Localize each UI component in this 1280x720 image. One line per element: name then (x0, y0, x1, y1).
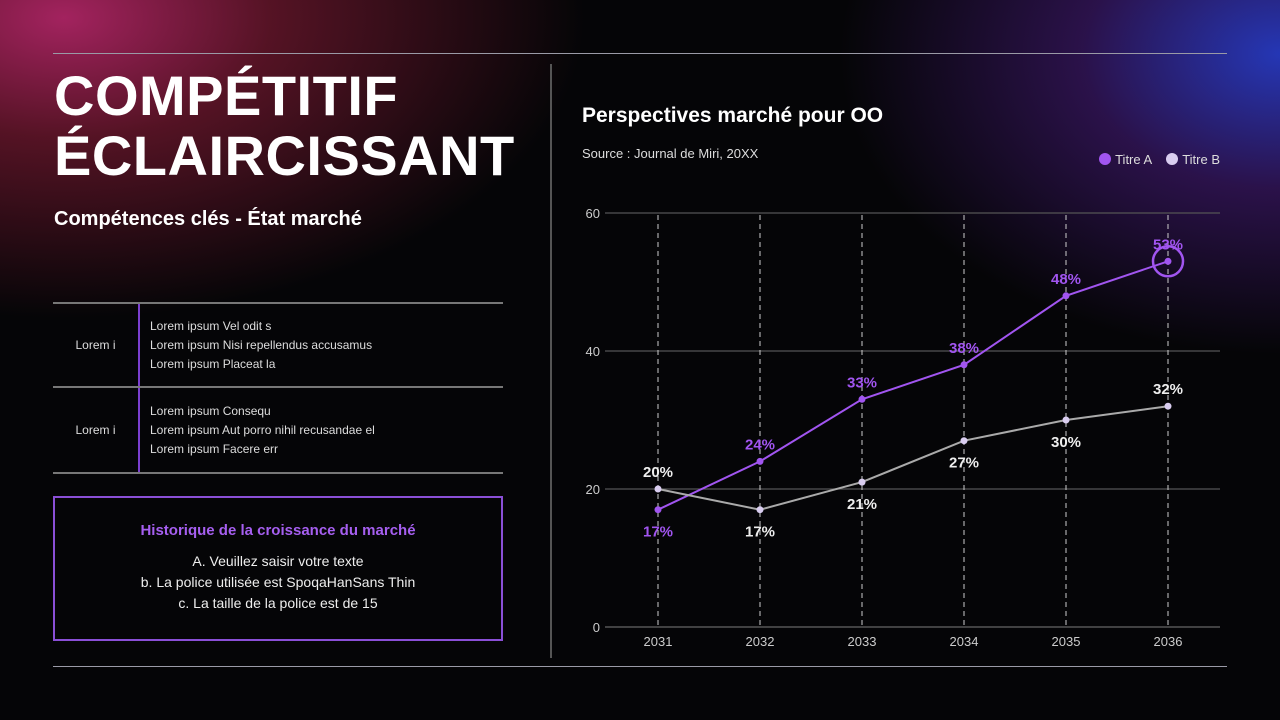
row-line: Lorem ipsum Consequ (150, 403, 271, 418)
history-box: Historique de la croissance du marché A.… (53, 496, 503, 641)
skills-table: Lorem i Lorem ipsum Vel odit s Lorem ipsum… (53, 302, 503, 474)
data-label: 27% (949, 455, 979, 472)
history-line: c. La taille de la police est de 15 (178, 595, 378, 611)
x-tick-label: 2033 (848, 634, 877, 649)
highlight-ring (1151, 245, 1185, 278)
data-point (1062, 416, 1070, 424)
x-tick-label: 2032 (746, 634, 775, 649)
x-tick-label: 2035 (1052, 634, 1081, 649)
data-point (1164, 402, 1172, 410)
row-line: Lorem ipsum Aut porro nihil recusandae e… (150, 422, 375, 437)
legend-item-a: Titre A (1099, 152, 1152, 167)
chart-legend: Titre A Titre B (1099, 152, 1220, 167)
table-row: Lorem i Lorem ipsum Vel odit s Lorem ipsum… (53, 302, 503, 388)
data-label: 17% (745, 524, 775, 541)
data-label: 38% (949, 340, 979, 357)
row-line: Lorem ipsum Vel odit s (150, 318, 272, 333)
vertical-divider (550, 64, 552, 658)
history-title: Historique de la croissance du marché (140, 522, 416, 539)
series-line-a (657, 260, 1169, 511)
background-glow-left (0, 0, 640, 360)
legend-dot-icon (1099, 153, 1112, 165)
slide-subtitle: Compétences clés - État marché (54, 208, 362, 230)
data-point (1164, 257, 1172, 265)
data-point (960, 437, 968, 445)
data-label: 17% (643, 524, 673, 541)
row-line: Lorem ipsum Placeat la (150, 356, 276, 371)
y-tick-label: 20 (586, 482, 600, 497)
legend-label: Titre A (1115, 152, 1153, 167)
data-label: 30% (1051, 434, 1081, 451)
legend-item-b: Titre B (1166, 152, 1220, 167)
y-tick-label: 60 (586, 206, 600, 221)
data-point (654, 485, 662, 493)
data-point (756, 457, 764, 465)
data-label: 20% (643, 464, 673, 481)
data-label: 33% (847, 374, 877, 391)
data-point (654, 506, 662, 514)
series-line-b (657, 405, 1169, 511)
data-label: 21% (847, 496, 877, 513)
data-label: 24% (745, 436, 775, 453)
chart-source: Source : Journal de Miri, 20XX (582, 146, 759, 161)
y-tick-label: 40 (586, 344, 600, 359)
table-row: Lorem i Lorem ipsum Consequ Lorem ipsum Au… (53, 388, 503, 474)
x-tick-label: 2031 (644, 634, 673, 649)
legend-label: Titre B (1182, 152, 1220, 167)
title-line: ÉCLAIRCISSANT (54, 124, 515, 187)
legend-dot-icon (1166, 153, 1179, 165)
row-label: Lorem i (53, 388, 140, 472)
title-line: COMPÉTITIF (54, 64, 399, 127)
history-line: A. Veuillez saisir votre texte (192, 553, 364, 569)
bottom-divider (53, 666, 1227, 667)
data-label: 48% (1051, 271, 1081, 288)
data-point (1062, 292, 1070, 300)
x-tick-label: 2036 (1154, 634, 1183, 649)
row-line: Lorem ipsum Nisi repellendus accusamus (150, 337, 373, 352)
y-tick-label: 0 (593, 620, 600, 635)
top-divider (53, 53, 1227, 54)
data-label: 32% (1153, 381, 1183, 398)
history-line: b. La police utilisée est SpoqaHanSans T… (140, 574, 416, 590)
slide-title: COMPÉTITIF ÉCLAIRCISSANT (54, 66, 515, 186)
x-tick-label: 2034 (950, 634, 979, 649)
background-glow-right (640, 0, 1280, 360)
data-point (858, 395, 866, 403)
row-label: Lorem i (53, 304, 140, 386)
data-point (858, 478, 866, 486)
data-point (756, 506, 764, 514)
row-line: Lorem ipsum Facere err (150, 441, 279, 456)
data-point (960, 361, 968, 369)
chart-title: Perspectives marché pour OO (582, 104, 884, 127)
